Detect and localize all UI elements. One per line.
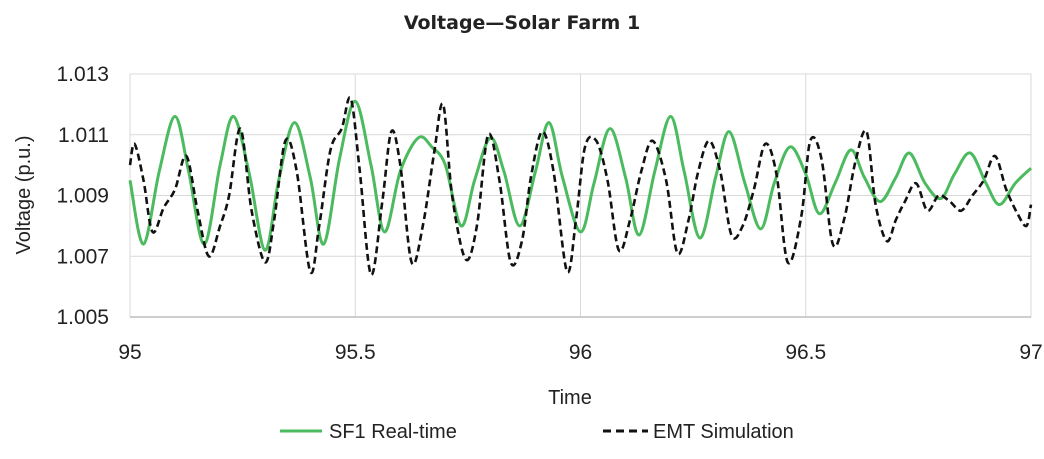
y-tick-label: 1.009 xyxy=(56,185,109,208)
legend: SF1 Real-time EMT Simulation xyxy=(280,421,794,443)
y-tick-label: 1.005 xyxy=(56,306,109,329)
legend-label-emt-simulation: EMT Simulation xyxy=(653,421,794,443)
x-tick-label: 95 xyxy=(118,341,141,364)
legend-label-sf1-real-time: SF1 Real-time xyxy=(329,421,457,443)
y-tick-label: 1.013 xyxy=(56,63,109,86)
tick-layer: 1.005 1.007 1.009 1.011 1.013 95 95.5 96 96.5 97 xyxy=(56,63,1042,364)
x-axis-title: Time xyxy=(548,387,592,409)
y-axis-title: Voltage (p.u.) xyxy=(13,136,35,255)
series-layer xyxy=(128,95,1033,276)
grid-layer xyxy=(129,73,1032,317)
y-tick-label: 1.007 xyxy=(56,245,109,268)
y-tick-label: 1.011 xyxy=(58,124,109,147)
x-tick-label: 95.5 xyxy=(335,341,376,364)
chart-title: Voltage—Solar Farm 1 xyxy=(403,12,641,34)
series-line-emt-simulation xyxy=(128,95,1033,276)
series-line-sf1-real-time xyxy=(128,99,1033,252)
x-tick-label: 97 xyxy=(1019,341,1042,364)
x-tick-label: 96.5 xyxy=(785,341,826,364)
x-tick-label: 96 xyxy=(569,341,592,364)
